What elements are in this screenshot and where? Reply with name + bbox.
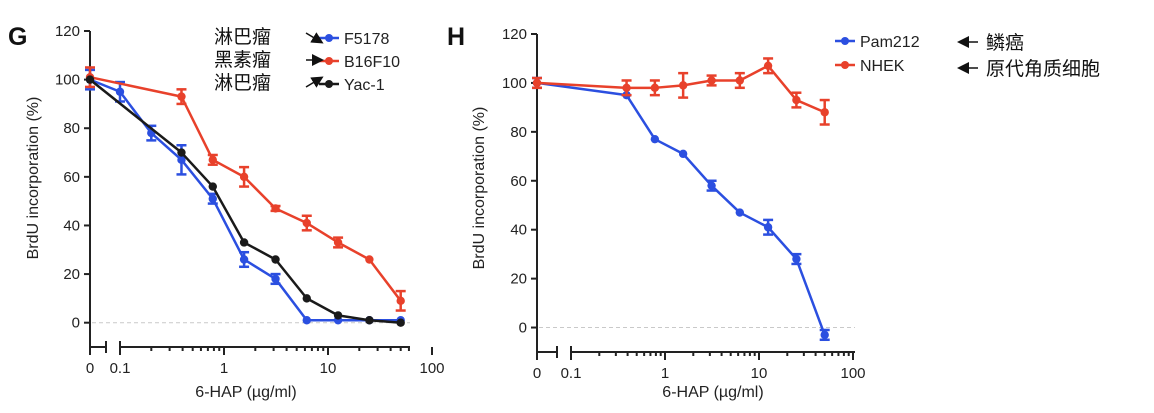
annotation-label: 淋巴瘤 [214,26,271,48]
data-point-nhek [820,108,829,117]
x-axis-title: 6-HAP (µg/ml) [662,384,763,401]
legend-label: B16F10 [344,54,400,71]
x-tick-label: 10 [751,365,768,382]
data-point-pam212 [792,254,801,264]
y-tick-label: 100 [55,72,80,89]
annotation-label: 原代角质细胞 [986,58,1100,80]
data-point-nhek [707,76,716,85]
y-tick-label: 80 [510,124,527,141]
legend-label: NHEK [860,58,905,75]
y-tick-label: 120 [502,26,527,43]
data-point-pam212 [678,149,688,159]
y-axis-title: BrdU incorporation (%) [471,107,488,270]
y-tick-label: 80 [63,120,80,137]
x-tick-label: 0 [86,360,94,377]
data-point-yac-1 [177,148,186,157]
data-point-yac-1 [396,318,405,327]
annotation-label: 淋巴瘤 [214,72,271,94]
data-point-pam212 [650,134,660,144]
y-tick-label: 0 [519,320,527,337]
data-point-yac-1 [85,75,95,84]
data-point-nhek [678,81,688,90]
data-point-b16f10 [333,238,343,247]
data-point-nhek [735,76,745,85]
x-tick-label: 100 [419,360,444,377]
data-point-b16f10 [239,172,249,182]
panel-letter: H [447,23,465,51]
data-point-f5178 [177,155,186,165]
data-point-b16f10 [302,218,311,228]
data-point-f5178 [239,255,249,264]
legend-swatch-marker [841,61,849,69]
data-point-b16f10 [271,204,280,213]
x-tick-label: 0.1 [110,360,131,377]
data-point-nhek [532,78,542,88]
panel-h-chart: H 0 20 40 60 80 100 120 0 0.1 1 10 100 6-HAP (µg/ml) B… [447,23,1100,401]
data-point-pam212 [763,223,773,232]
series-line-pam212 [536,81,826,336]
data-point-b16f10 [365,255,374,264]
data-point-b16f10 [208,155,217,165]
data-point-yac-1 [239,238,249,247]
panel-g-chart: G 0 20 40 60 80 100 120 0 0.1 1 10 100 6-HAP (µg/ml) B… [8,23,445,401]
data-point-f5178 [208,194,217,203]
annotation-label: 黑素瘤 [214,49,271,71]
y-tick-label: 120 [55,23,80,40]
data-point-yac-1 [302,294,311,303]
data-point-nhek [763,61,773,70]
legend-label: Pam212 [860,34,920,51]
y-tick-label: 40 [510,222,527,239]
annotation-arrow [305,32,324,44]
y-tick-label: 60 [63,169,80,186]
data-point-nhek [650,83,660,93]
legend-swatch-marker [325,57,333,65]
data-point-pam212 [735,208,745,217]
y-tick-label: 40 [63,217,80,234]
legend-swatch-marker [841,37,849,45]
data-point-pam212 [707,181,716,190]
data-point-nhek [792,95,801,105]
y-tick-label: 20 [510,271,527,288]
x-tick-label: 0.1 [561,365,582,382]
legend-swatch-marker [325,80,333,88]
x-axis-title: 6-HAP (µg/ml) [195,384,296,401]
legend-label: F5178 [344,31,389,48]
data-point-nhek [622,83,631,93]
data-point-yac-1 [271,255,280,264]
x-tick-label: 1 [220,360,228,377]
y-tick-label: 60 [510,173,527,190]
annotation-arrow [305,76,324,88]
data-point-f5178 [271,274,280,284]
x-tick-label: 0 [533,365,541,382]
data-point-b16f10 [177,92,186,101]
data-point-yac-1 [333,311,343,320]
y-tick-label: 100 [502,75,527,92]
y-axis-title: BrdU incorporation (%) [25,97,42,260]
data-point-yac-1 [365,316,374,325]
y-tick-label: 20 [63,266,80,283]
data-point-f5178 [115,87,125,96]
x-tick-label: 10 [320,360,337,377]
legend-label: Yac-1 [344,77,385,94]
data-point-yac-1 [208,182,217,191]
x-tick-label: 1 [661,365,669,382]
data-point-b16f10 [396,296,405,306]
x-tick-label: 100 [840,365,865,382]
y-tick-label: 0 [72,315,80,332]
legend-swatch-marker [325,34,333,42]
series-line-yac-1 [89,78,401,324]
data-point-f5178 [302,316,311,325]
data-point-pam212 [820,330,829,340]
panel-letter: G [8,23,27,51]
annotation-label: 鳞癌 [986,32,1024,54]
